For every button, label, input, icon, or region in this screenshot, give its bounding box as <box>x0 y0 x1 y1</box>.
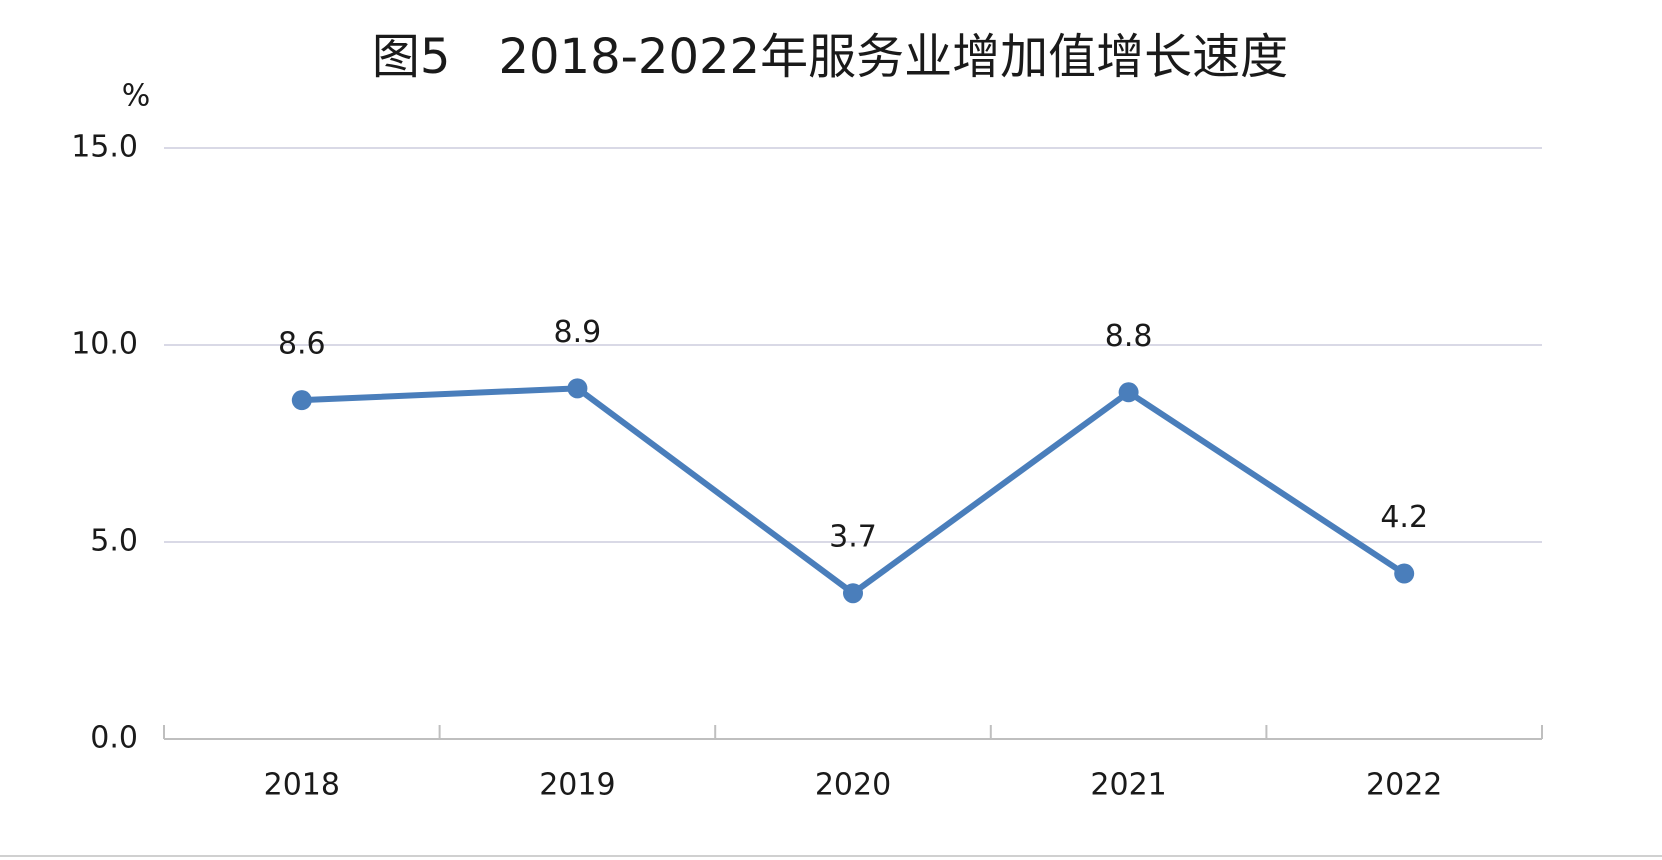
x-tick-label: 2019 <box>539 768 615 803</box>
data-point <box>843 583 863 604</box>
x-tick-label: 2022 <box>1366 768 1442 803</box>
y-tick-label: 5.0 <box>90 524 138 559</box>
data-label: 8.8 <box>1105 319 1153 354</box>
data-label: 8.6 <box>278 327 326 362</box>
y-tick-label: 10.0 <box>71 327 138 362</box>
series-line <box>301 385 1406 597</box>
y-unit: % <box>122 79 151 114</box>
data-point <box>1394 563 1415 584</box>
chart-title: 图5 2018-2022年服务业增加值增长速度 <box>372 29 1288 85</box>
x-tick-label: 2021 <box>1090 768 1166 803</box>
data-label: 4.2 <box>1380 500 1428 535</box>
y-tick-label: 15.0 <box>71 130 138 165</box>
y-tick-label: 0.0 <box>90 721 138 756</box>
data-point <box>291 390 312 411</box>
data-point <box>1118 382 1139 403</box>
data-label: 8.9 <box>554 315 602 350</box>
x-tick-label: 2018 <box>264 768 340 803</box>
data-label: 3.7 <box>829 520 877 555</box>
data-point <box>567 378 588 399</box>
x-tick-label: 2020 <box>815 768 891 803</box>
